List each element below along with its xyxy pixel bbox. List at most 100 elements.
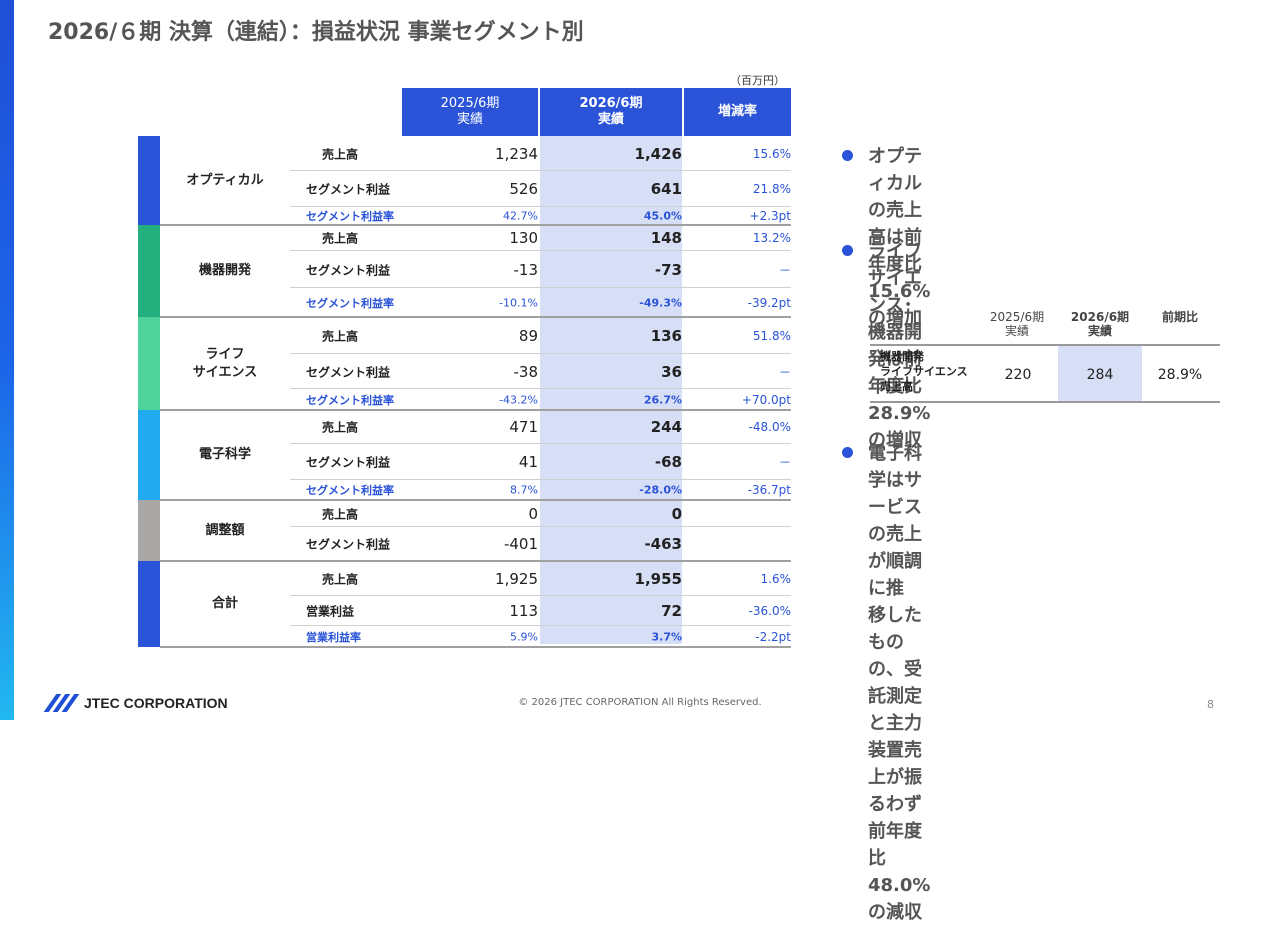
segment-block: 機器開発 売上高 130 148 13.2% セグメント利益 -13 -73 － セグメント利益率… xyxy=(138,225,791,318)
bullet-text: オプティカルの売上高は前年度比 15.6%の増加 xyxy=(868,146,931,329)
row-label: 売上高 xyxy=(322,231,359,246)
change-value: -2.2pt xyxy=(755,629,791,644)
current-value: 148 xyxy=(650,229,682,247)
row-label: 営業利益 xyxy=(306,604,355,619)
row-label: セグメント利益 xyxy=(306,455,391,470)
table-row: 売上高 0 0 xyxy=(138,500,791,527)
prev-value: -38 xyxy=(513,362,539,381)
unit-label: （百万円） xyxy=(730,74,785,87)
mini-header-prev: 2025/6期 実績 xyxy=(989,310,1045,339)
segment-color-bar xyxy=(138,561,160,647)
mini-comparison-table: 2025/6期 実績 2026/6期 実績 前期比 機器開発 ライフサイエンス … xyxy=(870,310,1220,406)
change-value: 1.6% xyxy=(760,571,792,586)
segment-name: ライフ サイエンス xyxy=(192,346,258,380)
table-row: 売上高 1,234 1,426 15.6% xyxy=(138,136,791,171)
prev-value: 42.7% xyxy=(503,209,538,223)
table-row: 売上高 471 244 -48.0% xyxy=(138,410,791,444)
current-value: 36 xyxy=(661,362,682,381)
prev-value: -401 xyxy=(503,535,538,553)
prev-value: 1,234 xyxy=(495,144,538,163)
table-row: 売上高 130 148 13.2% xyxy=(138,225,791,251)
segment-color-bar xyxy=(138,225,160,317)
current-value: -463 xyxy=(644,535,682,553)
current-value: 0 xyxy=(671,504,682,523)
current-value: 136 xyxy=(650,326,682,345)
bullet-dot-icon xyxy=(842,150,853,161)
table-row: 売上高 1,925 1,955 1.6% xyxy=(138,561,791,596)
table-row: 営業利益率 5.9% 3.7% -2.2pt xyxy=(138,626,791,647)
change-value: -36.7pt xyxy=(747,483,791,497)
prev-value: 526 xyxy=(509,180,538,198)
row-label: セグメント利益 xyxy=(306,182,391,197)
current-value: -49.3% xyxy=(639,296,682,309)
change-value: -39.2pt xyxy=(747,295,791,310)
prev-value: -10.1% xyxy=(499,296,538,309)
segment-results-table: 2025/6期 実績 2026/6期 実績 増減率 オプティカル 売上高 1,234… xyxy=(138,88,791,648)
table-row: セグメント利益 -38 36 － xyxy=(138,354,791,389)
left-accent-bar xyxy=(0,0,14,720)
row-label: 売上高 xyxy=(322,572,359,586)
current-value: -28.0% xyxy=(639,483,682,497)
mini-header-change: 前期比 xyxy=(1161,310,1198,324)
change-value: -36.0% xyxy=(748,604,791,618)
row-label: 売上高 xyxy=(322,420,359,435)
table-row: セグメント利益率 -10.1% -49.3% -39.2pt xyxy=(138,288,791,317)
table-row: セグメント利益率 8.7% -28.0% -36.7pt xyxy=(138,480,791,500)
current-value: -73 xyxy=(654,260,682,279)
segment-block: 電子科学 売上高 471 244 -48.0% セグメント利益 41 -68 － セグメント利益率… xyxy=(138,410,791,501)
row-label: セグメント利益率 xyxy=(306,210,394,223)
bullet-text: ライフサイエンス･機器開発は前年度比 28.9%の増収 xyxy=(868,241,931,451)
row-label: セグメント利益 xyxy=(306,537,391,552)
header-current-period: 2026/6期 実績 xyxy=(540,88,682,136)
change-value: 51.8% xyxy=(752,328,791,343)
current-value: 3.7% xyxy=(651,630,682,643)
row-label: セグメント利益 xyxy=(306,365,391,379)
mini-highlight-cell xyxy=(1058,346,1142,401)
bullet-dot-icon xyxy=(842,447,853,458)
current-value: 45.0% xyxy=(643,209,682,223)
row-label: 売上高 xyxy=(322,329,359,343)
bullet-dot-icon xyxy=(842,245,853,256)
current-period-highlight xyxy=(540,136,682,644)
segment-block: オプティカル 売上高 1,234 1,426 15.6% セグメント利益 526 641 21.… xyxy=(138,136,791,226)
row-label: セグメント利益 xyxy=(306,263,391,277)
header-change-rate: 増減率 xyxy=(684,88,791,136)
table-row: セグメント利益率 42.7% 45.0% +2.3pt xyxy=(138,207,791,225)
prev-value: 41 xyxy=(518,453,538,471)
prev-value: -43.2% xyxy=(499,393,538,406)
segment-color-bar xyxy=(138,500,160,561)
prev-value: 1,925 xyxy=(495,569,538,588)
segment-name: 調整額 xyxy=(205,522,245,538)
segment-name: 電子科学 xyxy=(198,447,251,463)
segment-block: 調整額 売上高 0 0 セグメント利益 -401 -463 xyxy=(138,500,791,562)
current-value: 72 xyxy=(661,602,682,620)
row-label: セグメント利益率 xyxy=(306,296,394,310)
change-value: － xyxy=(778,365,791,379)
mini-row-label: 機器開発 ライフサイエンス 売上高 xyxy=(880,350,968,393)
table-row: セグメント利益 41 -68 － xyxy=(138,444,791,480)
prev-value: 0 xyxy=(528,504,538,523)
table-row: セグメント利益率 -43.2% 26.7% +70.0pt xyxy=(138,389,791,410)
change-value: 21.8% xyxy=(752,182,791,196)
row-label: セグメント利益率 xyxy=(306,484,394,497)
segment-color-bar xyxy=(138,317,160,410)
table-row: セグメント利益 526 641 21.8% xyxy=(138,171,791,207)
current-value: 244 xyxy=(650,418,682,436)
segment-color-bar xyxy=(138,410,160,500)
current-value: 1,426 xyxy=(634,144,682,163)
table-row: セグメント利益 -13 -73 － xyxy=(138,251,791,288)
bullet-text: 電子科学はサービスの売上が順調に推 移したものの、受託測定と主力装置売 上が振る… xyxy=(868,443,931,923)
mini-header-cur: 2026/6期 実績 xyxy=(1070,310,1130,339)
change-value: 13.2% xyxy=(752,231,791,245)
prev-value: 89 xyxy=(518,326,538,345)
prev-value: -13 xyxy=(513,260,539,279)
segment-block: ライフ サイエンス 売上高 89 136 51.8% セグメント利益 -38 36 －セグメント… xyxy=(138,317,791,411)
change-value: － xyxy=(778,263,791,277)
company-logo: JTEC CORPORATION xyxy=(42,692,228,714)
prev-value: 8.7% xyxy=(510,483,538,497)
prev-value: 130 xyxy=(509,229,538,247)
mini-value-prev: 220 xyxy=(1004,367,1032,383)
prev-value: 5.9% xyxy=(510,630,538,643)
current-value: 1,955 xyxy=(634,569,682,588)
segment-name: オプティカル xyxy=(186,172,264,188)
